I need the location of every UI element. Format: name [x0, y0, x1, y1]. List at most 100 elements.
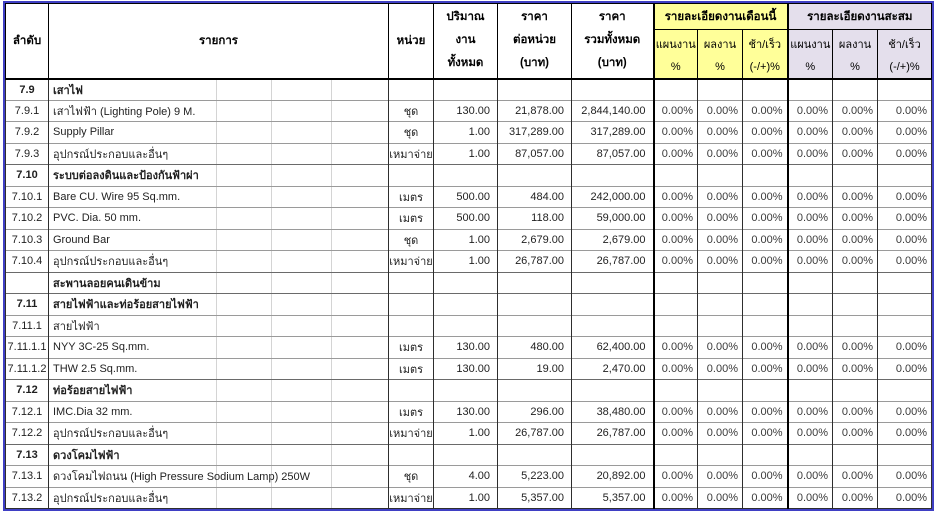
cell-pct[interactable]: 0.00%: [832, 357, 879, 380]
cell-no[interactable]: 7.9.1: [5, 99, 49, 122]
cell-pct[interactable]: 0.00%: [652, 486, 698, 509]
cell-item[interactable]: อุปกรณ์ประกอบและอื่นๆ: [48, 250, 389, 272]
cell-unit-price[interactable]: 480.00: [497, 336, 572, 358]
cell-no[interactable]: 7.10.3: [5, 228, 49, 251]
cell-qty[interactable]: [433, 271, 498, 294]
cell-item[interactable]: อุปกรณ์ประกอบและอื่นๆ: [48, 422, 389, 444]
header-group-cumulative[interactable]: รายละเอียดงานสะสม: [786, 3, 933, 30]
cell-total-price[interactable]: 5,357.00: [571, 486, 654, 509]
cell-pct[interactable]: 0.00%: [697, 250, 743, 272]
cell-unit-price[interactable]: 26,787.00: [497, 422, 572, 444]
cell-unit[interactable]: เหมาจ่าย: [388, 486, 434, 509]
header-cum-variance[interactable]: ช้า/เร็ว (-/+)%: [877, 29, 933, 79]
cell-unit[interactable]: [388, 293, 434, 315]
cell-pct[interactable]: [832, 443, 879, 466]
cell-pct[interactable]: [877, 271, 933, 294]
cell-pct[interactable]: [697, 314, 743, 337]
cell-pct[interactable]: [786, 271, 834, 294]
cell-no[interactable]: 7.9.3: [5, 142, 49, 165]
cell-pct[interactable]: 0.00%: [741, 422, 789, 444]
cell-pct[interactable]: [877, 379, 933, 401]
cell-pct[interactable]: 0.00%: [697, 422, 743, 444]
cell-no[interactable]: 7.9.2: [5, 121, 49, 143]
cell-pct[interactable]: 0.00%: [786, 228, 834, 251]
cell-pct[interactable]: 0.00%: [832, 336, 879, 358]
cell-unit[interactable]: เหมาจ่าย: [388, 142, 434, 165]
cell-qty[interactable]: 130.00: [433, 400, 498, 423]
cell-pct[interactable]: 0.00%: [697, 185, 743, 208]
cell-pct[interactable]: 0.00%: [697, 465, 743, 487]
cell-item[interactable]: Bare CU. Wire 95 Sq.mm.: [48, 185, 389, 208]
cell-pct[interactable]: 0.00%: [877, 357, 933, 380]
cell-pct[interactable]: [877, 293, 933, 315]
cell-item[interactable]: ท่อร้อยสายไฟฟ้า: [48, 379, 389, 401]
cell-pct[interactable]: 0.00%: [652, 250, 698, 272]
cell-item[interactable]: PVC. Dia. 50 mm.: [48, 207, 389, 229]
cell-pct[interactable]: [832, 293, 879, 315]
cell-unit[interactable]: [388, 77, 434, 100]
cell-pct[interactable]: 0.00%: [877, 99, 933, 122]
cell-pct[interactable]: 0.00%: [652, 185, 698, 208]
cell-item[interactable]: อุปกรณ์ประกอบและอื่นๆ: [48, 142, 389, 165]
cell-qty[interactable]: 1.00: [433, 486, 498, 509]
cell-pct[interactable]: [786, 379, 834, 401]
cell-item[interactable]: THW 2.5 Sq.mm.: [48, 357, 389, 380]
cell-total-price[interactable]: 26,787.00: [571, 250, 654, 272]
cell-pct[interactable]: 0.00%: [697, 142, 743, 165]
cell-pct[interactable]: 0.00%: [832, 142, 879, 165]
cell-pct[interactable]: 0.00%: [741, 357, 789, 380]
cell-pct[interactable]: [697, 293, 743, 315]
cell-pct[interactable]: 0.00%: [697, 99, 743, 122]
header-cum-actual[interactable]: ผลงาน%: [832, 29, 879, 79]
cell-pct[interactable]: 0.00%: [741, 465, 789, 487]
cell-pct[interactable]: 0.00%: [877, 400, 933, 423]
cell-item[interactable]: ดวงโคมไฟฟ้า: [48, 443, 389, 466]
cell-unit[interactable]: [388, 443, 434, 466]
cell-unit-price[interactable]: [497, 271, 572, 294]
cell-pct[interactable]: 0.00%: [652, 99, 698, 122]
cell-pct[interactable]: [697, 164, 743, 186]
cell-unit-price[interactable]: 118.00: [497, 207, 572, 229]
cell-total-price[interactable]: 38,480.00: [571, 400, 654, 423]
cell-pct[interactable]: 0.00%: [741, 400, 789, 423]
cell-pct[interactable]: 0.00%: [877, 121, 933, 143]
cell-unit-price[interactable]: 19.00: [497, 357, 572, 380]
cell-pct[interactable]: [832, 379, 879, 401]
cell-total-price[interactable]: 87,057.00: [571, 142, 654, 165]
cell-total-price[interactable]: [571, 77, 654, 100]
cell-pct[interactable]: 0.00%: [832, 207, 879, 229]
cell-pct[interactable]: [741, 77, 789, 100]
cell-pct[interactable]: 0.00%: [786, 99, 834, 122]
cell-pct[interactable]: 0.00%: [741, 250, 789, 272]
cell-unit[interactable]: เมตร: [388, 357, 434, 380]
cell-pct[interactable]: 0.00%: [786, 121, 834, 143]
cell-qty[interactable]: 1.00: [433, 142, 498, 165]
cell-item[interactable]: อุปกรณ์ประกอบและอื่นๆ: [48, 486, 389, 509]
cell-pct[interactable]: 0.00%: [877, 250, 933, 272]
cell-pct[interactable]: [652, 314, 698, 337]
cell-pct[interactable]: 0.00%: [697, 336, 743, 358]
header-cum-plan[interactable]: แผนงาน%: [786, 29, 834, 79]
cell-pct[interactable]: [741, 314, 789, 337]
cell-pct[interactable]: 0.00%: [741, 336, 789, 358]
cell-pct[interactable]: 0.00%: [786, 486, 834, 509]
cell-unit-price[interactable]: [497, 77, 572, 100]
cell-pct[interactable]: 0.00%: [786, 250, 834, 272]
cell-unit-price[interactable]: 26,787.00: [497, 250, 572, 272]
cell-unit[interactable]: [388, 271, 434, 294]
cell-pct[interactable]: 0.00%: [786, 336, 834, 358]
cell-no[interactable]: 7.10: [5, 164, 49, 186]
cell-total-price[interactable]: 2,679.00: [571, 228, 654, 251]
cell-item[interactable]: Supply Pillar: [48, 121, 389, 143]
cell-total-price[interactable]: 2,844,140.00: [571, 99, 654, 122]
cell-pct[interactable]: 0.00%: [652, 121, 698, 143]
cell-pct[interactable]: [652, 379, 698, 401]
cell-total-price[interactable]: [571, 164, 654, 186]
cell-pct[interactable]: [697, 271, 743, 294]
cell-total-price[interactable]: [571, 379, 654, 401]
cell-pct[interactable]: 0.00%: [741, 121, 789, 143]
cell-pct[interactable]: 0.00%: [877, 486, 933, 509]
cell-item[interactable]: IMC.Dia 32 mm.: [48, 400, 389, 423]
cell-pct[interactable]: 0.00%: [786, 422, 834, 444]
cell-qty[interactable]: [433, 314, 498, 337]
